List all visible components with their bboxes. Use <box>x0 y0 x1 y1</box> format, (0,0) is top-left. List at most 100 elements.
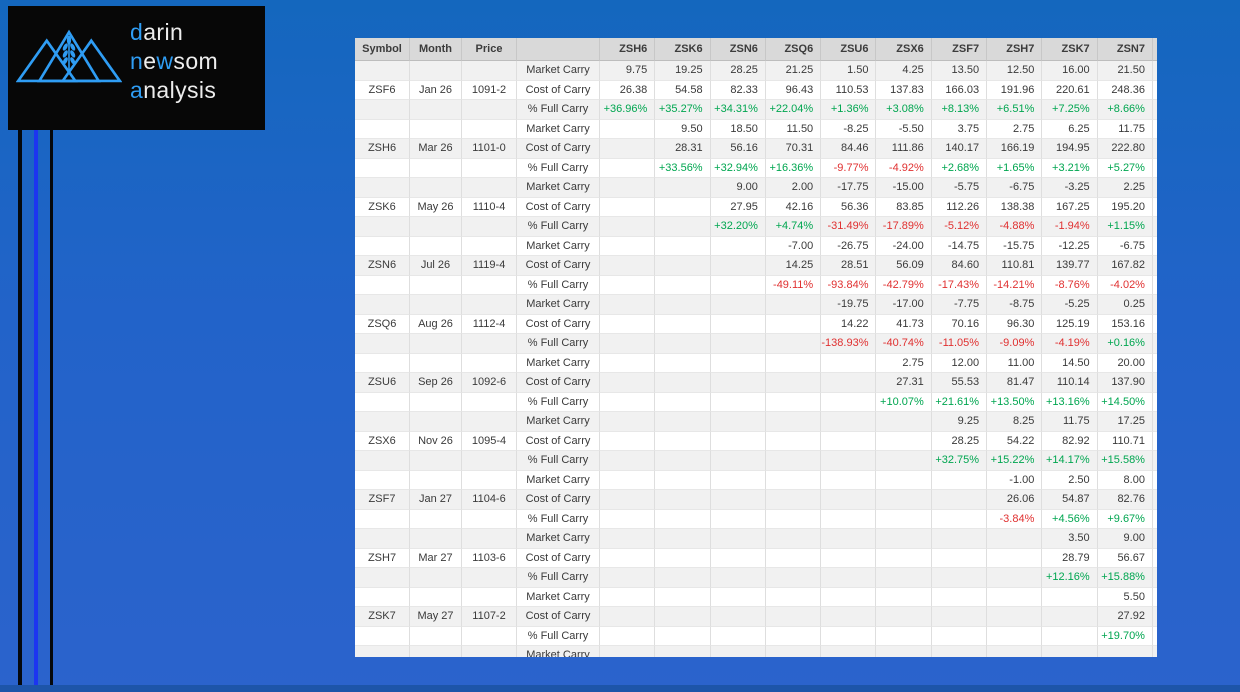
value-cell[interactable]: 112.26 <box>931 197 988 217</box>
value-cell[interactable] <box>821 646 877 657</box>
row-label-cell[interactable]: Market Carry <box>517 412 600 432</box>
value-cell[interactable] <box>821 568 877 588</box>
symbol-cell[interactable]: ZSK6 <box>355 197 410 217</box>
value-cell[interactable]: 9.25 <box>931 412 988 432</box>
value-cell[interactable]: 54.22 <box>987 431 1043 451</box>
value-cell[interactable]: 5.50 <box>1097 587 1153 607</box>
value-cell[interactable]: 82.76 <box>1097 490 1153 510</box>
value-cell[interactable]: 96.43 <box>765 80 822 100</box>
value-cell[interactable]: -14.75 <box>931 236 988 256</box>
value-cell[interactable]: -8.75 <box>987 295 1043 315</box>
month-cell[interactable]: Jan 26 <box>410 80 462 100</box>
symbol-cell[interactable] <box>355 236 410 256</box>
month-cell[interactable] <box>410 470 462 490</box>
value-cell[interactable] <box>876 529 932 549</box>
value-cell[interactable] <box>600 217 656 237</box>
price-cell[interactable] <box>462 392 517 412</box>
value-cell[interactable]: -1.94% <box>1042 217 1098 237</box>
value-cell[interactable] <box>655 334 711 354</box>
value-cell[interactable]: 56.36 <box>821 197 877 217</box>
value-cell[interactable] <box>600 451 656 471</box>
value-cell[interactable]: -15.00 <box>876 178 932 198</box>
value-cell[interactable] <box>600 139 656 159</box>
value-cell[interactable] <box>710 295 766 315</box>
symbol-cell[interactable]: ZSN6 <box>355 256 410 276</box>
value-cell[interactable]: 70.16 <box>931 314 988 334</box>
month-cell[interactable] <box>410 509 462 529</box>
value-cell[interactable]: +22.04% <box>765 100 822 120</box>
value-cell[interactable] <box>876 470 932 490</box>
value-cell[interactable] <box>710 568 766 588</box>
value-cell[interactable]: 14.50 <box>1042 353 1098 373</box>
month-cell[interactable] <box>410 236 462 256</box>
row-label-cell[interactable]: % Full Carry <box>517 217 600 237</box>
value-cell[interactable]: 56.09 <box>876 256 932 276</box>
value-cell[interactable] <box>655 607 711 627</box>
value-cell[interactable]: -4.88% <box>987 217 1043 237</box>
price-cell[interactable] <box>462 275 517 295</box>
row-label-cell[interactable]: % Full Carry <box>517 275 600 295</box>
value-cell[interactable]: 9.00 <box>1097 529 1153 549</box>
value-cell[interactable]: -17.75 <box>821 178 877 198</box>
symbol-cell[interactable] <box>355 568 410 588</box>
value-cell[interactable] <box>600 314 656 334</box>
value-cell[interactable]: 167.25 <box>1042 197 1098 217</box>
header-cell[interactable]: ZSX6 <box>876 38 932 61</box>
price-cell[interactable]: 1091-2 <box>462 80 517 100</box>
symbol-cell[interactable] <box>355 529 410 549</box>
price-cell[interactable]: 1092-6 <box>462 373 517 393</box>
value-cell[interactable] <box>987 587 1043 607</box>
value-cell[interactable]: 28.25 <box>710 61 766 81</box>
month-cell[interactable]: Sep 26 <box>410 373 462 393</box>
month-cell[interactable] <box>410 334 462 354</box>
symbol-cell[interactable] <box>355 275 410 295</box>
price-cell[interactable]: 1119-4 <box>462 256 517 276</box>
value-cell[interactable] <box>876 431 932 451</box>
value-cell[interactable] <box>765 353 822 373</box>
value-cell[interactable]: 14.25 <box>765 256 822 276</box>
value-cell[interactable]: +5.27% <box>1097 158 1153 178</box>
value-cell[interactable] <box>876 587 932 607</box>
value-cell[interactable] <box>655 256 711 276</box>
value-cell[interactable] <box>600 158 656 178</box>
value-cell[interactable] <box>765 626 822 646</box>
value-cell[interactable]: 56.67 <box>1097 548 1153 568</box>
value-cell[interactable]: +1.15% <box>1097 217 1153 237</box>
value-cell[interactable] <box>710 431 766 451</box>
month-cell[interactable] <box>410 529 462 549</box>
value-cell[interactable] <box>710 392 766 412</box>
row-label-cell[interactable]: Cost of Carry <box>517 373 600 393</box>
value-cell[interactable] <box>821 607 877 627</box>
row-label-cell[interactable]: % Full Carry <box>517 334 600 354</box>
value-cell[interactable]: 26.06 <box>987 490 1043 510</box>
symbol-cell[interactable] <box>355 334 410 354</box>
value-cell[interactable] <box>710 509 766 529</box>
month-cell[interactable] <box>410 61 462 81</box>
value-cell[interactable] <box>655 178 711 198</box>
value-cell[interactable]: -17.43% <box>931 275 988 295</box>
row-label-cell[interactable]: Market Carry <box>517 587 600 607</box>
value-cell[interactable] <box>765 509 822 529</box>
value-cell[interactable] <box>821 392 877 412</box>
value-cell[interactable]: 3.75 <box>931 119 988 139</box>
value-cell[interactable]: 248.36 <box>1097 80 1153 100</box>
value-cell[interactable] <box>711 646 766 657</box>
value-cell[interactable]: -7.00 <box>765 236 822 256</box>
symbol-cell[interactable] <box>355 217 410 237</box>
value-cell[interactable]: 84.46 <box>821 139 877 159</box>
row-label-cell[interactable]: % Full Carry <box>517 158 600 178</box>
value-cell[interactable] <box>876 548 932 568</box>
value-cell[interactable]: +14.17% <box>1042 451 1098 471</box>
value-cell[interactable] <box>1042 607 1098 627</box>
value-cell[interactable] <box>655 412 711 432</box>
value-cell[interactable] <box>600 119 656 139</box>
value-cell[interactable]: -19.75 <box>821 295 877 315</box>
price-cell[interactable]: 1103-6 <box>462 548 517 568</box>
value-cell[interactable]: 2.75 <box>987 119 1043 139</box>
value-cell[interactable]: -5.50 <box>876 119 932 139</box>
value-cell[interactable]: 26.38 <box>600 80 656 100</box>
value-cell[interactable] <box>600 626 656 646</box>
header-cell[interactable]: ZSK7 <box>1042 38 1098 61</box>
value-cell[interactable]: 137.90 <box>1097 373 1153 393</box>
symbol-cell[interactable]: ZSF7 <box>355 490 410 510</box>
